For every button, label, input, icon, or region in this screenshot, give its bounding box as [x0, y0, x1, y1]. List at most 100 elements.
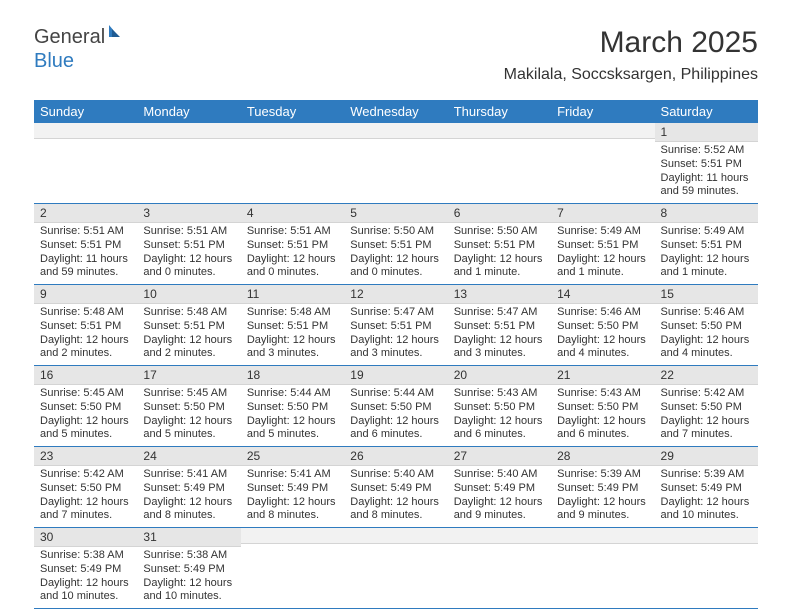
daylight-text: Daylight: 12 hours and 10 minutes.	[40, 577, 131, 605]
day-data	[241, 139, 344, 193]
day-number: 16	[34, 366, 137, 385]
sunset-text: Sunset: 5:50 PM	[454, 401, 545, 415]
page-header: General March 2025 Makilala, Soccsksarge…	[0, 0, 792, 90]
day-data: Sunrise: 5:41 AMSunset: 5:49 PMDaylight:…	[137, 466, 240, 527]
sunrise-text: Sunrise: 5:49 AM	[557, 225, 648, 239]
daylight-text: Daylight: 12 hours and 0 minutes.	[350, 253, 441, 281]
day-number: 4	[241, 204, 344, 223]
sunset-text: Sunset: 5:51 PM	[350, 239, 441, 253]
sunset-text: Sunset: 5:50 PM	[247, 401, 338, 415]
day-data: Sunrise: 5:48 AMSunset: 5:51 PMDaylight:…	[137, 304, 240, 365]
calendar-day-cell: 6Sunrise: 5:50 AMSunset: 5:51 PMDaylight…	[448, 204, 551, 285]
day-data: Sunrise: 5:40 AMSunset: 5:49 PMDaylight:…	[344, 466, 447, 527]
day-number: 14	[551, 285, 654, 304]
day-number: 27	[448, 447, 551, 466]
sunset-text: Sunset: 5:50 PM	[557, 320, 648, 334]
day-number: 7	[551, 204, 654, 223]
day-number: 12	[344, 285, 447, 304]
daylight-text: Daylight: 11 hours and 59 minutes.	[661, 172, 752, 200]
daylight-text: Daylight: 12 hours and 2 minutes.	[143, 334, 234, 362]
day-number: 31	[137, 528, 240, 547]
day-header-sat: Saturday	[655, 100, 758, 123]
day-number: 30	[34, 528, 137, 547]
day-number	[34, 123, 137, 139]
day-number: 5	[344, 204, 447, 223]
day-data	[34, 139, 137, 193]
calendar-day-cell: 1Sunrise: 5:52 AMSunset: 5:51 PMDaylight…	[655, 123, 758, 204]
sunrise-text: Sunrise: 5:47 AM	[454, 306, 545, 320]
calendar-week-row: 16Sunrise: 5:45 AMSunset: 5:50 PMDayligh…	[34, 366, 758, 447]
sunrise-text: Sunrise: 5:41 AM	[247, 468, 338, 482]
calendar-header-row: Sunday Monday Tuesday Wednesday Thursday…	[34, 100, 758, 123]
calendar-week-row: 9Sunrise: 5:48 AMSunset: 5:51 PMDaylight…	[34, 285, 758, 366]
sunrise-text: Sunrise: 5:41 AM	[143, 468, 234, 482]
calendar-day-cell: 2Sunrise: 5:51 AMSunset: 5:51 PMDaylight…	[34, 204, 137, 285]
calendar-day-cell: 14Sunrise: 5:46 AMSunset: 5:50 PMDayligh…	[551, 285, 654, 366]
logo-text-general: General	[34, 26, 105, 49]
day-number: 17	[137, 366, 240, 385]
sunset-text: Sunset: 5:51 PM	[143, 320, 234, 334]
day-header-wed: Wednesday	[344, 100, 447, 123]
sunset-text: Sunset: 5:50 PM	[40, 482, 131, 496]
sunset-text: Sunset: 5:51 PM	[143, 239, 234, 253]
sunrise-text: Sunrise: 5:48 AM	[247, 306, 338, 320]
day-data	[344, 139, 447, 193]
daylight-text: Daylight: 12 hours and 2 minutes.	[40, 334, 131, 362]
sunset-text: Sunset: 5:51 PM	[661, 239, 752, 253]
day-data	[137, 139, 240, 193]
day-data	[448, 544, 551, 598]
day-number: 9	[34, 285, 137, 304]
calendar-day-cell: 30Sunrise: 5:38 AMSunset: 5:49 PMDayligh…	[34, 528, 137, 609]
day-number	[551, 528, 654, 544]
day-number: 28	[551, 447, 654, 466]
daylight-text: Daylight: 12 hours and 6 minutes.	[350, 415, 441, 443]
sunrise-text: Sunrise: 5:38 AM	[143, 549, 234, 563]
calendar-day-cell: 13Sunrise: 5:47 AMSunset: 5:51 PMDayligh…	[448, 285, 551, 366]
daylight-text: Daylight: 12 hours and 8 minutes.	[247, 496, 338, 524]
page-title: March 2025	[504, 26, 758, 60]
day-number	[344, 528, 447, 544]
calendar-day-cell	[551, 123, 654, 204]
day-data: Sunrise: 5:46 AMSunset: 5:50 PMDaylight:…	[551, 304, 654, 365]
day-number: 29	[655, 447, 758, 466]
day-data: Sunrise: 5:39 AMSunset: 5:49 PMDaylight:…	[551, 466, 654, 527]
sunrise-text: Sunrise: 5:51 AM	[40, 225, 131, 239]
daylight-text: Daylight: 12 hours and 0 minutes.	[143, 253, 234, 281]
sunset-text: Sunset: 5:51 PM	[350, 320, 441, 334]
day-number: 18	[241, 366, 344, 385]
day-number: 3	[137, 204, 240, 223]
daylight-text: Daylight: 12 hours and 9 minutes.	[454, 496, 545, 524]
sunset-text: Sunset: 5:50 PM	[350, 401, 441, 415]
day-number: 21	[551, 366, 654, 385]
day-data: Sunrise: 5:51 AMSunset: 5:51 PMDaylight:…	[241, 223, 344, 284]
daylight-text: Daylight: 12 hours and 10 minutes.	[143, 577, 234, 605]
day-data	[551, 544, 654, 598]
day-data: Sunrise: 5:49 AMSunset: 5:51 PMDaylight:…	[655, 223, 758, 284]
logo: General	[34, 26, 125, 49]
calendar-day-cell: 11Sunrise: 5:48 AMSunset: 5:51 PMDayligh…	[241, 285, 344, 366]
day-number	[241, 528, 344, 544]
sunrise-text: Sunrise: 5:39 AM	[557, 468, 648, 482]
calendar-week-row: 2Sunrise: 5:51 AMSunset: 5:51 PMDaylight…	[34, 204, 758, 285]
day-data: Sunrise: 5:45 AMSunset: 5:50 PMDaylight:…	[34, 385, 137, 446]
day-data: Sunrise: 5:47 AMSunset: 5:51 PMDaylight:…	[344, 304, 447, 365]
day-header-thu: Thursday	[448, 100, 551, 123]
daylight-text: Daylight: 12 hours and 6 minutes.	[454, 415, 545, 443]
sunset-text: Sunset: 5:49 PM	[661, 482, 752, 496]
daylight-text: Daylight: 12 hours and 9 minutes.	[557, 496, 648, 524]
calendar-day-cell: 19Sunrise: 5:44 AMSunset: 5:50 PMDayligh…	[344, 366, 447, 447]
daylight-text: Daylight: 12 hours and 8 minutes.	[350, 496, 441, 524]
day-data	[655, 544, 758, 598]
sunrise-text: Sunrise: 5:46 AM	[661, 306, 752, 320]
calendar-day-cell: 8Sunrise: 5:49 AMSunset: 5:51 PMDaylight…	[655, 204, 758, 285]
sunset-text: Sunset: 5:51 PM	[40, 320, 131, 334]
day-number: 1	[655, 123, 758, 142]
day-data: Sunrise: 5:49 AMSunset: 5:51 PMDaylight:…	[551, 223, 654, 284]
day-data: Sunrise: 5:47 AMSunset: 5:51 PMDaylight:…	[448, 304, 551, 365]
day-data: Sunrise: 5:50 AMSunset: 5:51 PMDaylight:…	[448, 223, 551, 284]
calendar-day-cell: 18Sunrise: 5:44 AMSunset: 5:50 PMDayligh…	[241, 366, 344, 447]
calendar-day-cell: 17Sunrise: 5:45 AMSunset: 5:50 PMDayligh…	[137, 366, 240, 447]
sunset-text: Sunset: 5:50 PM	[661, 401, 752, 415]
calendar-day-cell	[241, 528, 344, 609]
daylight-text: Daylight: 12 hours and 7 minutes.	[661, 415, 752, 443]
